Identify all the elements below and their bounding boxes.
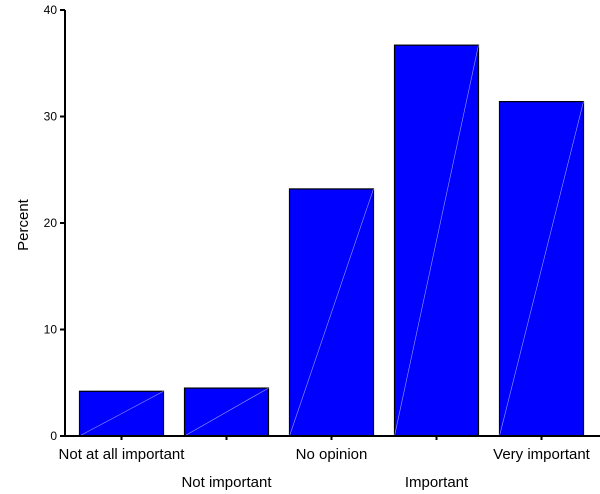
y-tick-label: 20 bbox=[44, 216, 58, 230]
x-category-label: Very important bbox=[493, 446, 591, 463]
y-tick-label: 10 bbox=[44, 323, 58, 337]
bar-hatch-line bbox=[184, 387, 269, 437]
x-category-label: Not at all important bbox=[59, 446, 186, 463]
bar-hatch-line bbox=[394, 45, 479, 437]
y-axis-ticks: 0 10 20 30 40 bbox=[44, 3, 65, 443]
x-axis-ticks: Not at all important Not important No opin… bbox=[59, 436, 591, 491]
y-tick-label: 40 bbox=[44, 3, 58, 17]
x-category-label: Important bbox=[405, 474, 469, 491]
x-category-label: No opinion bbox=[296, 446, 368, 463]
bar-hatch-line bbox=[499, 101, 584, 437]
bar-hatch-line bbox=[289, 188, 374, 437]
bar-hatch-line bbox=[79, 391, 164, 437]
y-tick-label: 30 bbox=[44, 110, 58, 124]
y-axis-title: Percent bbox=[15, 198, 32, 251]
y-tick-label: 0 bbox=[50, 429, 57, 443]
x-category-label: Not important bbox=[181, 474, 272, 491]
bars-group bbox=[78, 44, 585, 437]
